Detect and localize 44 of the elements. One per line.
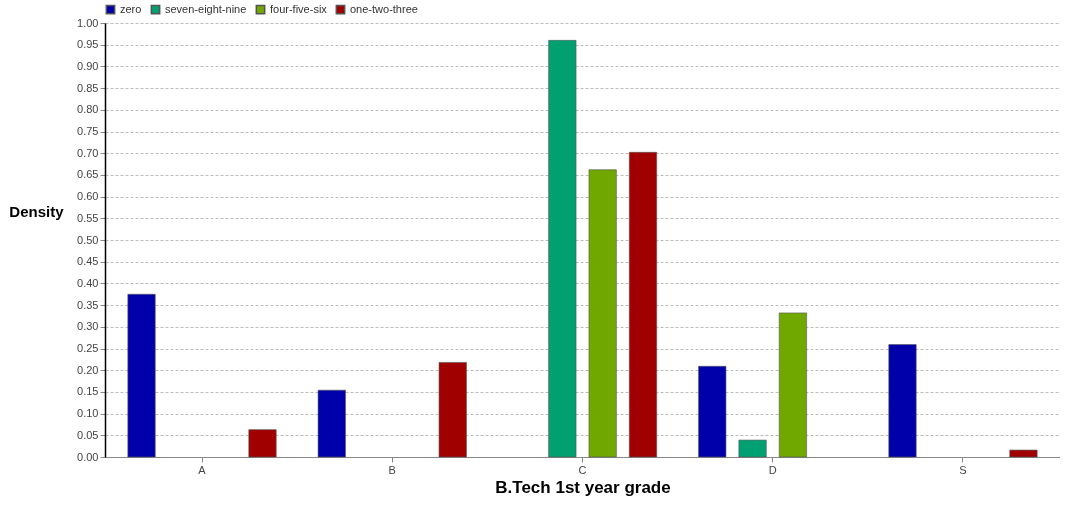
bar [317, 389, 346, 458]
y-tick-label: 0.05 [77, 428, 99, 441]
bar [628, 152, 657, 458]
x-tick-label: A [198, 463, 207, 476]
y-tick-label: 0.55 [77, 211, 99, 224]
y-tick-label: 0.15 [77, 385, 99, 398]
bar [588, 169, 617, 458]
y-tick-label: 0.90 [77, 59, 99, 72]
bar [127, 293, 156, 458]
y-tick-label: 0.80 [77, 103, 99, 116]
y-tick-label: 0.20 [77, 363, 99, 376]
y-axis-title: Density [9, 202, 65, 220]
bar [888, 344, 917, 458]
x-tick-label: S [959, 463, 967, 476]
legend-label: one-two-three [350, 2, 418, 15]
y-tick-label: 0.85 [77, 81, 99, 94]
bar [778, 312, 807, 458]
bar [698, 365, 727, 458]
y-tick-label: 0.00 [77, 450, 99, 463]
y-tick-label: 0.45 [77, 255, 99, 268]
legend-label: seven-eight-nine [165, 2, 247, 15]
bar [548, 40, 577, 458]
legend-label: four-five-six [270, 2, 328, 15]
y-tick-label: 0.95 [77, 38, 99, 51]
y-tick-label: 0.75 [77, 125, 99, 137]
x-axis-title: B.Tech 1st year grade [495, 477, 671, 497]
y-tick-label: 0.10 [77, 407, 99, 420]
y-tick-label: 0.60 [77, 190, 99, 203]
x-tick-label: D [768, 463, 777, 476]
bar [1009, 449, 1038, 458]
y-tick-label: 0.65 [77, 168, 99, 181]
y-tick-label: 0.35 [77, 298, 99, 311]
bar [248, 429, 277, 458]
x-tick-label: C [578, 463, 587, 476]
y-tick-label: 0.30 [77, 320, 99, 333]
y-tick-label: 1.00 [77, 16, 99, 29]
x-tick-label: B [388, 463, 396, 476]
y-tick-label: 0.25 [77, 342, 99, 354]
y-tick-label: 0.70 [77, 146, 99, 159]
bar [438, 362, 467, 458]
bar [738, 439, 767, 458]
y-tick-label: 0.50 [77, 233, 99, 246]
legend-label: zero [120, 2, 142, 15]
y-tick-label: 0.40 [77, 276, 99, 289]
